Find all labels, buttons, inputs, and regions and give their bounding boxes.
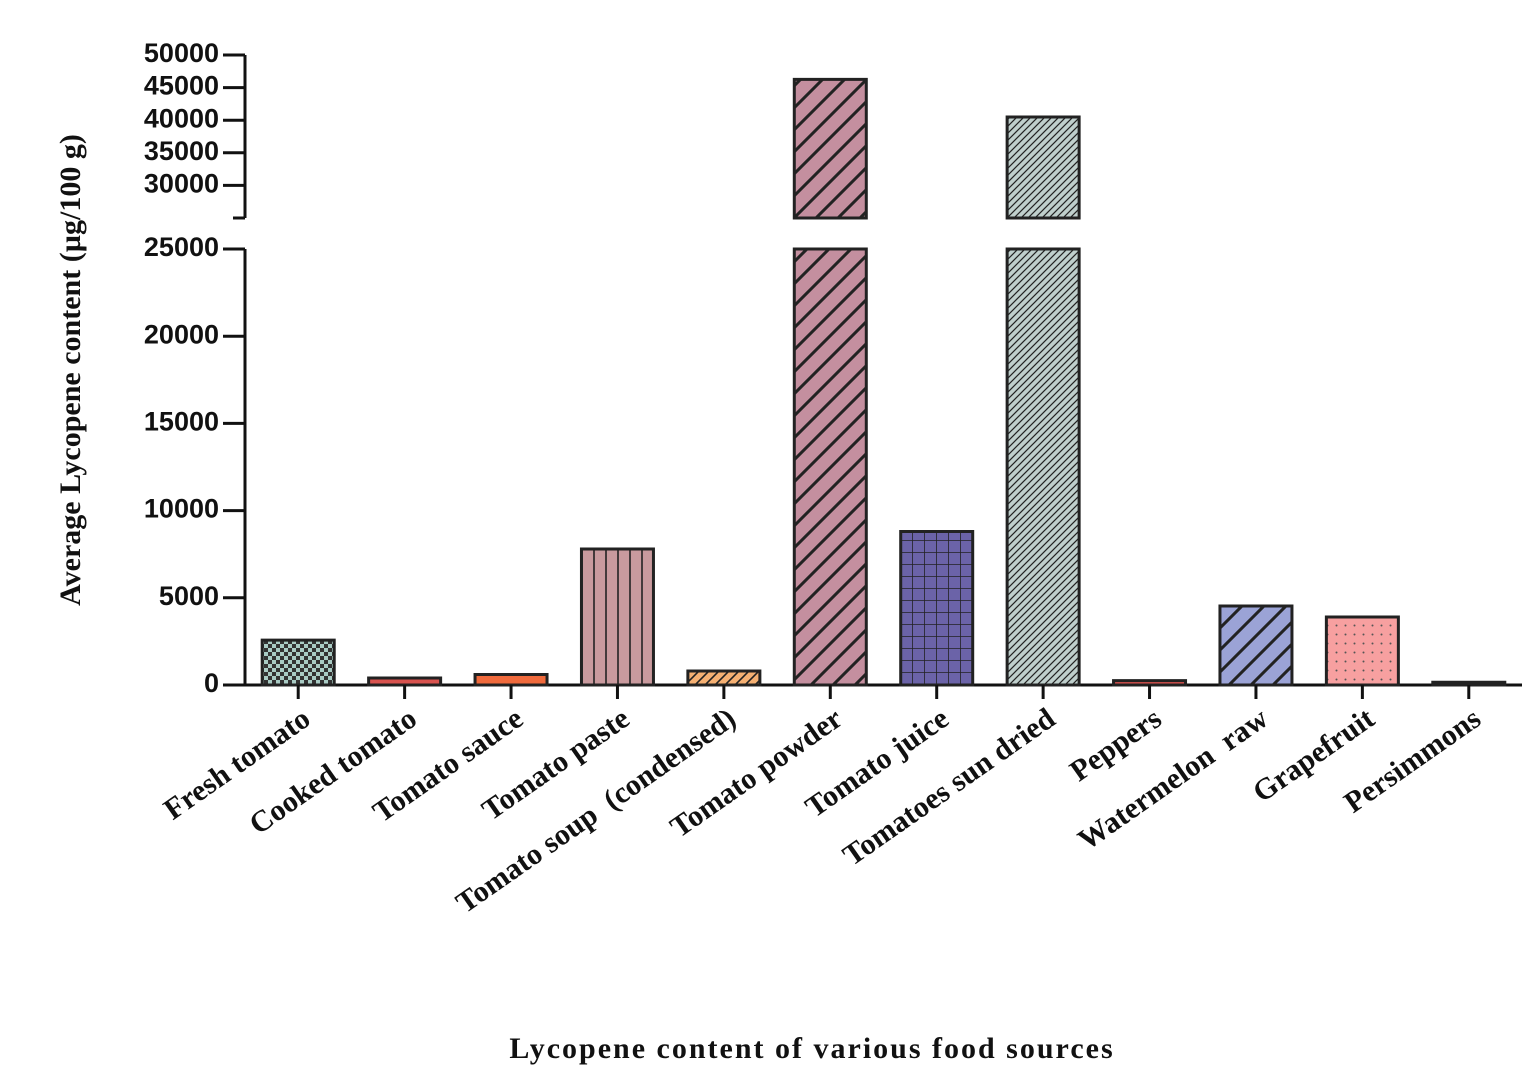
y-tick-label: 30000 — [144, 169, 219, 199]
bar — [1005, 115, 1081, 687]
bar — [579, 547, 655, 687]
bar — [260, 638, 336, 687]
bar — [473, 673, 549, 687]
y-axis-label: Average Lycopene content (µg/100 g) — [54, 134, 87, 606]
y-tick-label: 45000 — [144, 71, 219, 101]
bar — [1324, 615, 1400, 687]
bar — [1431, 680, 1507, 687]
bar — [1218, 604, 1294, 687]
y-tick-label: 0 — [204, 668, 219, 698]
bar — [792, 77, 868, 687]
bar — [899, 530, 975, 687]
y-tick-label: 10000 — [144, 494, 219, 524]
y-tick-label: 35000 — [144, 136, 219, 166]
y-tick-label: 5000 — [159, 581, 219, 611]
bar — [686, 669, 762, 687]
x-axis-label: Lycopene content of various food sources — [509, 1032, 1114, 1065]
bar — [1112, 679, 1188, 687]
y-tick-label: 15000 — [144, 407, 219, 437]
y-tick-label: 20000 — [144, 319, 219, 349]
y-tick-label: 50000 — [144, 38, 219, 68]
y-tick-label: 25000 — [144, 232, 219, 262]
y-tick-label: 40000 — [144, 103, 219, 133]
bar — [367, 676, 443, 687]
x-tick-label: Watermelon raw — [1072, 702, 1274, 857]
